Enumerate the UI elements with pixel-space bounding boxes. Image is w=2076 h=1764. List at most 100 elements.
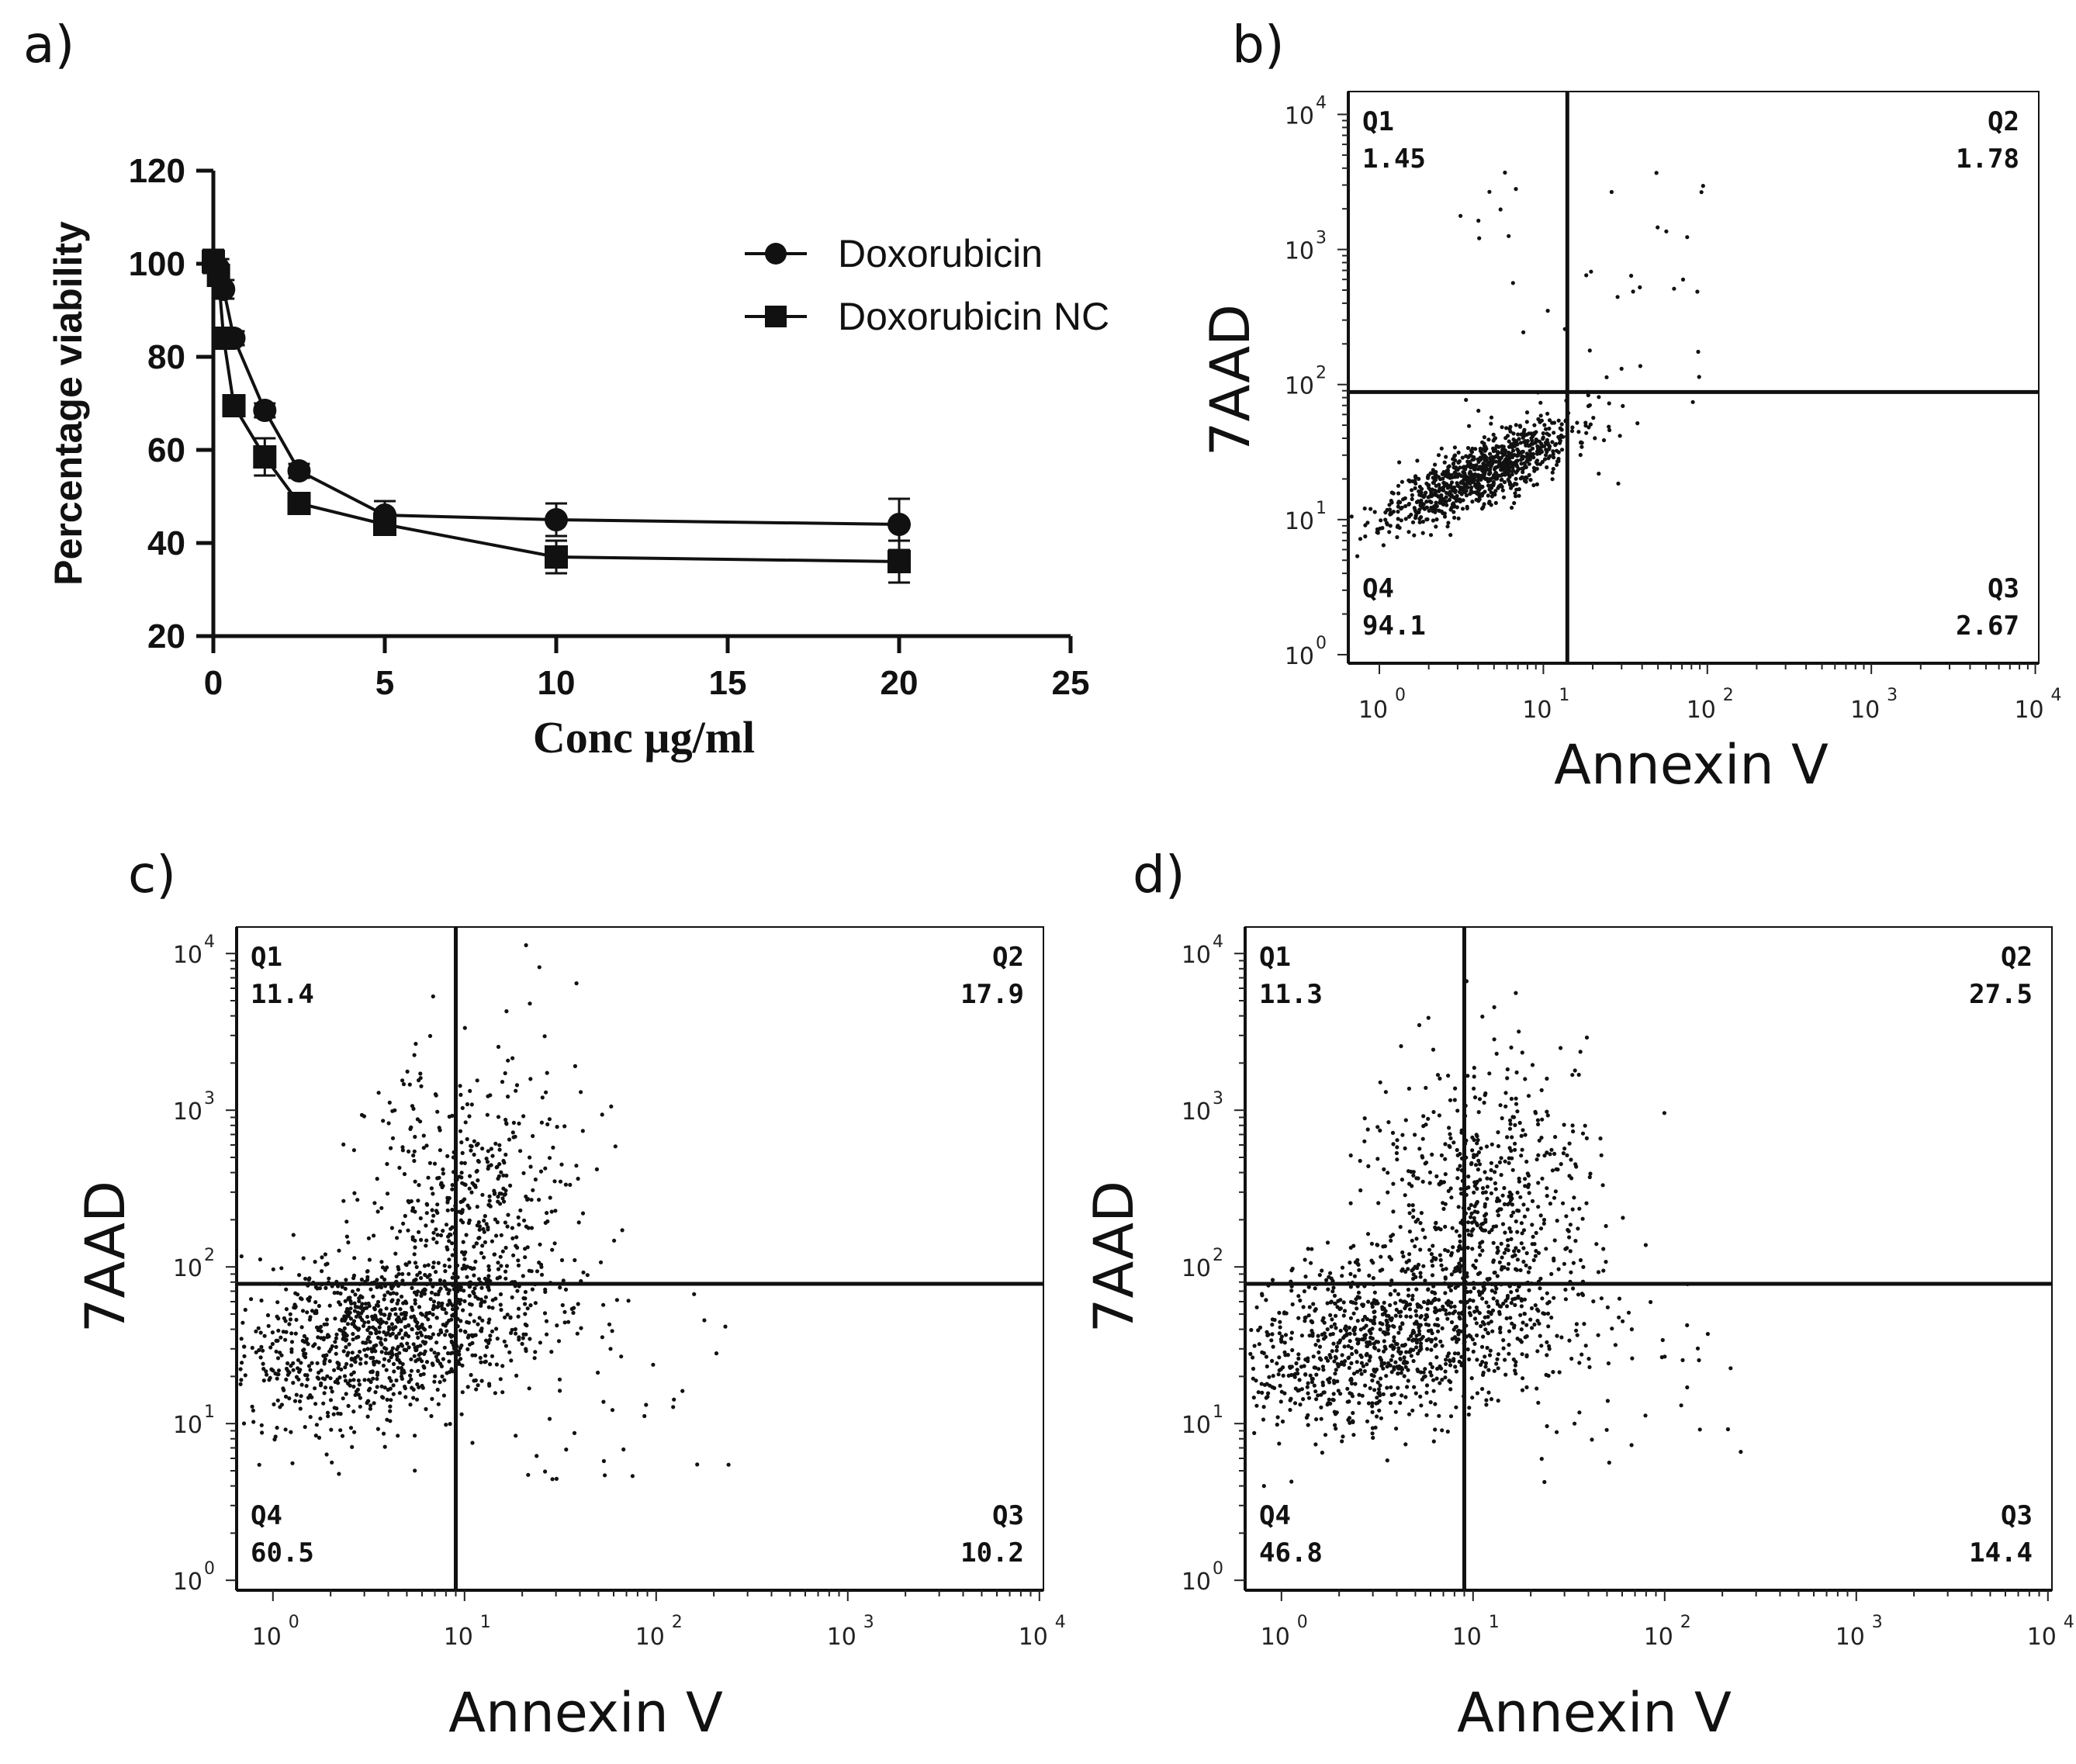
flow-event-dot <box>598 1260 604 1264</box>
flow-event-dot <box>314 1309 319 1313</box>
flow-event-dot <box>382 1357 387 1361</box>
flow-event-dot <box>538 1262 544 1267</box>
flow-event-dot <box>418 1344 423 1348</box>
flow-event-dot <box>1434 517 1439 522</box>
flow-event-dot <box>1388 524 1393 528</box>
flow-event-dot <box>1552 455 1556 460</box>
flow-event-dot <box>514 1243 518 1248</box>
flow-event-dot <box>1582 1322 1586 1326</box>
flow-event-dot <box>609 1104 614 1109</box>
flow-event-dot <box>1424 1413 1429 1417</box>
flow-event-dot <box>486 1285 490 1289</box>
flow-event-dot <box>607 1322 612 1326</box>
flow-event-dot <box>1479 485 1484 489</box>
flow-event-dot <box>483 1214 487 1219</box>
flow-event-dot <box>1282 1310 1287 1315</box>
flow-event-dot <box>487 1194 492 1198</box>
flow-event-dot <box>1465 476 1470 482</box>
flow-y-decade-label: 10 <box>1182 1255 1211 1282</box>
flow-event-dot <box>437 1289 441 1294</box>
flow-event-dot <box>433 1092 438 1097</box>
flow-event-dot <box>1332 1409 1337 1414</box>
flow-event-dot <box>1448 1186 1453 1191</box>
flow-event-dot <box>521 1114 526 1119</box>
flow-event-dot <box>1351 1420 1355 1424</box>
flow-event-dot <box>1451 1245 1455 1250</box>
flow-event-dot <box>353 1392 358 1397</box>
flow-event-dot <box>1278 1320 1282 1324</box>
flow-event-dot <box>1500 488 1505 493</box>
flow-event-dot <box>1541 431 1545 436</box>
flow-event-dot <box>1361 1318 1365 1323</box>
flow-event-dot <box>460 1250 465 1254</box>
flow-event-dot <box>1475 1134 1479 1139</box>
flow-event-dot <box>365 1414 370 1419</box>
flow-event-dot <box>1365 1232 1371 1237</box>
flow-event-dot <box>382 1313 386 1317</box>
flow-event-dot <box>311 1344 316 1348</box>
flow-event-dot <box>1438 1364 1442 1369</box>
flow-event-dot <box>1396 1346 1401 1351</box>
flow-event-dot <box>447 1288 452 1292</box>
flow-event-dot <box>1556 418 1561 423</box>
flow-event-dot <box>319 1381 324 1385</box>
flow-event-dot <box>1482 465 1486 470</box>
flow-event-dot <box>1542 457 1548 462</box>
flow-event-dot <box>1545 1311 1551 1316</box>
flow-event-dot <box>385 1161 389 1167</box>
flow-event-dot <box>1531 465 1536 470</box>
flow-event-dot <box>1513 1122 1517 1127</box>
flow-event-dot <box>1363 523 1368 527</box>
flow-event-dot <box>486 1268 492 1272</box>
flow-event-dot <box>1332 1293 1337 1298</box>
flow-event-dot <box>1452 445 1457 450</box>
flow-event-dot <box>1372 1321 1377 1326</box>
flow-event-dot <box>1314 1417 1319 1422</box>
flow-event-dot <box>1398 1351 1403 1356</box>
flow-event-dot <box>1531 1234 1535 1239</box>
flow-event-dot <box>424 1334 428 1339</box>
flow-event-dot <box>1444 490 1449 496</box>
flow-event-dot <box>1406 1368 1410 1372</box>
flow-event-dot <box>333 1379 337 1385</box>
flow-event-dot <box>1400 1250 1405 1255</box>
flow-event-dot <box>1447 1285 1451 1289</box>
flow-event-dot <box>389 1146 393 1150</box>
flow-event-dot <box>1406 1258 1411 1263</box>
quadrant-q3-value: 14.4 <box>1969 1537 2033 1569</box>
flow-event-dot <box>1524 1354 1529 1359</box>
flow-event-dot <box>426 1263 431 1268</box>
flow-event-dot <box>1260 1390 1265 1395</box>
flow-event-dot <box>1262 1382 1267 1387</box>
flow-event-dot <box>1269 1338 1274 1343</box>
flow-event-dot <box>557 1377 562 1382</box>
flow-event-dot <box>361 1323 366 1328</box>
a-point-doxorubicin-nc <box>545 545 568 569</box>
flow-event-dot <box>495 1220 500 1225</box>
flow-event-dot <box>1456 1351 1461 1356</box>
flow-event-dot <box>1501 1346 1506 1351</box>
flow-event-dot <box>1328 1332 1333 1337</box>
flow-event-dot <box>273 1434 278 1439</box>
flow-event-dot <box>1503 1159 1507 1164</box>
flow-event-dot <box>1374 1299 1379 1303</box>
flow-event-dot <box>1351 1311 1356 1316</box>
flow-event-dot <box>409 1357 413 1361</box>
flow-event-dot <box>1393 1313 1398 1318</box>
flow-event-dot <box>1401 1299 1406 1304</box>
flow-event-dot <box>1424 500 1429 504</box>
flow-event-dot <box>1360 1393 1365 1398</box>
flow-event-dot <box>1538 413 1543 418</box>
flow-event-dot <box>240 1361 244 1365</box>
flow-event-dot <box>1372 1290 1377 1295</box>
flow-event-dot <box>537 1198 541 1202</box>
flow-event-dot <box>517 1121 521 1126</box>
flow-event-dot <box>1460 455 1465 460</box>
flow-event-dot <box>338 1412 343 1416</box>
flow-event-dot <box>580 1211 586 1216</box>
flow-event-dot <box>261 1367 266 1371</box>
flow-event-dot <box>1479 493 1484 498</box>
flow-event-dot <box>1484 1144 1490 1149</box>
flow-event-dot <box>1690 399 1695 404</box>
flow-event-dot <box>429 1290 434 1295</box>
